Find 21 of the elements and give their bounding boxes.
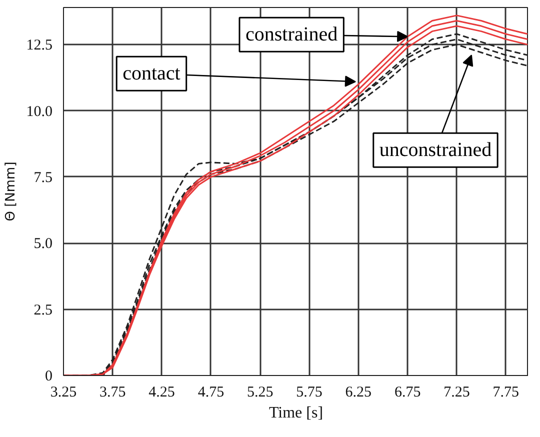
x-tick-label: 4.75 xyxy=(198,384,224,400)
x-tick-label: 7.25 xyxy=(444,384,470,400)
x-tick-label: 4.25 xyxy=(148,384,175,400)
x-tick-label: 6.75 xyxy=(394,384,421,400)
x-tick-label: 3.25 xyxy=(50,384,77,400)
x-tick-label: 6.25 xyxy=(345,384,372,400)
y-tick-label: 5.0 xyxy=(34,236,52,252)
y-tick-label: 0 xyxy=(45,368,52,384)
x-tick-label: 5.25 xyxy=(246,384,274,400)
y-tick-label: 2.5 xyxy=(34,302,52,318)
y-axis-title: Θ [Nmm] xyxy=(3,162,18,222)
x-axis-title: Time [s] xyxy=(268,404,324,422)
x-tick-label: 5.75 xyxy=(296,384,322,400)
y-tick-label: 10.0 xyxy=(26,104,52,120)
annotation: constrained xyxy=(245,24,338,46)
x-tick-label: 7.75 xyxy=(492,384,520,400)
x-tick-label: 3.75 xyxy=(100,384,126,400)
y-tick-label: 7.5 xyxy=(34,170,52,186)
y-tick-label: 12.5 xyxy=(26,38,52,54)
annotation: contact xyxy=(122,62,181,85)
annotation: unconstrained xyxy=(379,139,492,162)
